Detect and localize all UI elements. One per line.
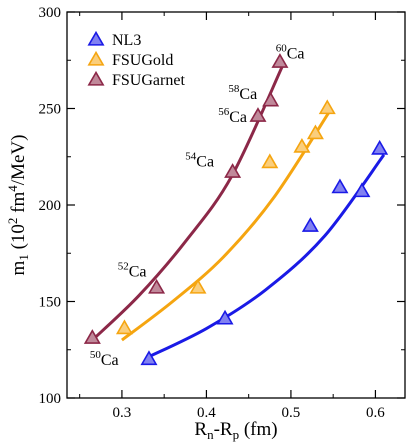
legend-marker-fsugold: [87, 50, 105, 66]
nucleus-mass: 58: [228, 83, 240, 95]
y-axis-title: m1 (102 fm4/MeV): [5, 135, 31, 276]
data-point-fsugold: [189, 278, 207, 294]
data-point-fsugarnet: [271, 53, 289, 68]
data-point-fsugarnet: [224, 163, 242, 178]
y-tick-label: 150: [39, 295, 62, 311]
nucleus-element: Ca: [287, 45, 305, 62]
data-point-fsugold: [293, 137, 311, 153]
data-point-fsugarnet: [148, 278, 166, 294]
nucleus-label: 50Ca: [90, 349, 119, 369]
data-point-nl3: [331, 178, 349, 194]
data-point-nl3: [301, 217, 319, 232]
legend-label-nl3: NL3: [112, 32, 141, 49]
nucleus-mass: 56: [218, 106, 230, 118]
data-point-fsugold: [306, 124, 324, 140]
legend-label-fsugarnet: FSUGarnet: [112, 72, 185, 89]
data-point-fsugarnet: [249, 107, 267, 122]
x-tick-label: 0.6: [366, 405, 385, 421]
y-tick-label: 200: [39, 198, 62, 214]
x-tick-label: 0.5: [282, 405, 301, 421]
data-point-fsugold: [261, 153, 279, 169]
legend-marker-fsugarnet: [87, 70, 105, 86]
data-point-fsugold: [318, 99, 336, 115]
data-point-nl3: [216, 309, 234, 325]
data-point-nl3: [371, 139, 389, 155]
nucleus-element: Ca: [101, 352, 119, 369]
data-point-fsugarnet: [262, 91, 280, 107]
nucleus-label: 52Ca: [118, 260, 147, 280]
nucleus-mass: 50: [90, 349, 102, 361]
nucleus-element: Ca: [229, 109, 247, 126]
data-point-nl3: [353, 182, 371, 198]
data-point-fsugold: [115, 319, 133, 335]
y-tick-label: 300: [39, 5, 62, 21]
nucleus-mass: 52: [118, 260, 129, 272]
x-tick-label: 0.4: [197, 405, 216, 421]
nucleus-label: 56Ca: [218, 106, 247, 126]
axis-ticks: 0.3 0.4 0.5 0.6 100 150 200 250 300: [39, 5, 405, 421]
fit-line-fsugold: [121, 111, 331, 342]
plot-frame: [66, 11, 406, 399]
data-points: [83, 53, 389, 366]
legend: NL3 FSUGold FSUGarnet: [87, 30, 185, 89]
fit-line-fsugarnet: [91, 65, 284, 342]
legend-label-fsugold: FSUGold: [112, 52, 173, 69]
x-tick-label: 0.3: [113, 405, 132, 421]
nucleus-element: Ca: [239, 86, 257, 103]
nucleus-label: 58Ca: [228, 83, 257, 103]
data-point-fsugarnet: [83, 329, 101, 344]
nucleus-mass: 60: [276, 42, 288, 54]
y-tick-label: 250: [39, 102, 62, 118]
nucleus-element: Ca: [196, 153, 214, 170]
fit-lines: [91, 65, 386, 359]
nucleus-label: 60Ca: [276, 42, 305, 62]
x-axis-title: Rn-Rp (fm): [194, 419, 277, 442]
legend-marker-nl3: [87, 30, 105, 46]
nucleus-label: 54Ca: [185, 150, 214, 170]
y-tick-label: 100: [39, 391, 62, 407]
fit-line-nl3: [146, 153, 386, 359]
nucleus-element: Ca: [129, 263, 147, 280]
data-point-nl3: [140, 350, 158, 366]
nucleus-mass: 54: [185, 150, 197, 162]
